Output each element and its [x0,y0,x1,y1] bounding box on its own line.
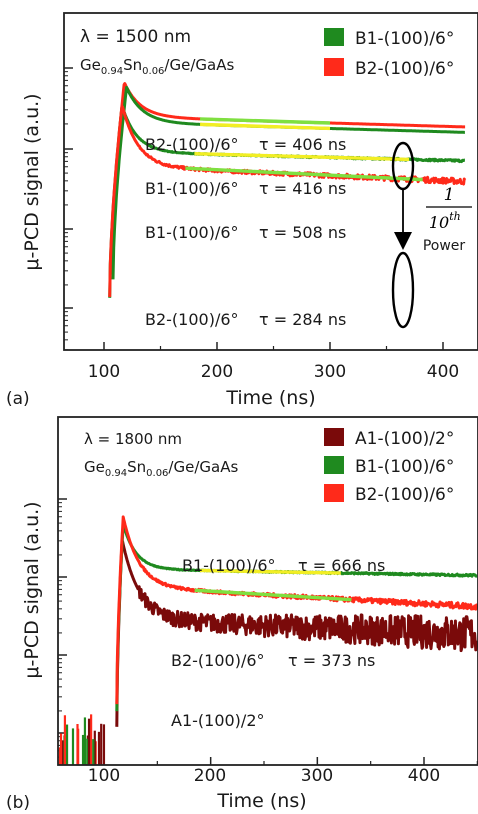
panel-b-ylabel: μ-PCD signal (a.u.) [21,501,43,678]
panel-a-ylabel: μ-PCD signal (a.u.) [21,93,43,270]
panel-a-ellipse-top [391,141,415,191]
panel-a-annot-4-tau: τ = 284 ns [259,310,346,329]
panel-b-xtick-300: 300 [301,766,333,786]
panel-a-structure: Ge0.94Sn0.06/Ge/GaAs [80,56,234,77]
fit-line-a_b1_low [194,151,410,162]
series-line-b_a1 [115,540,478,727]
panel-a-annot-2-tau: τ = 416 ns [259,179,346,198]
panel-a-annot-4-label: B2-(100)/6° [145,310,239,329]
panel-b-xtick-200: 200 [194,766,226,786]
series-line-b_b2 [115,515,478,705]
structure-sn: Sn [123,56,142,74]
panel-a-legend-swatch-b1 [324,28,344,46]
panel-a-annot-3-label: B1-(100)/6° [145,223,239,242]
panel-b-legend-swatch-a1 [324,428,344,446]
panel-a-annot-2-label: B1-(100)/6° [145,179,239,198]
panel-b-series [58,515,478,765]
fit-line-a_b2_high [199,117,331,125]
panel-b-xtick-100: 100 [88,766,120,786]
panel-a-annot-1-label: B2-(100)/6° [145,135,239,154]
structure-sn: Sn [127,458,146,476]
panel-b-annot-1-tau: τ = 666 ns [298,556,385,575]
structure-sub2: 0.06 [142,66,164,77]
panel-b-label: (b) [6,793,30,813]
panel-a-xtick-400: 400 [427,362,459,382]
structure-sub1: 0.94 [101,66,123,77]
panel-b-annot-2-label: B2-(100)/6° [171,651,265,670]
panel-a-ticks [64,67,444,351]
panel-a-xtick-100: 100 [88,362,120,382]
panel-b-legend-swatch-b1 [324,456,344,474]
power-superscript: th [449,210,461,223]
panel-b: 100 200 300 400 Time (ns) (b) μ-PCD sign… [6,416,478,813]
panel-b-legend-swatch-b2 [324,484,344,502]
panel-a-ellipse-bottom [391,251,415,329]
panel-a-annot-3-tau: τ = 508 ns [259,223,346,242]
panel-a-legend-b1: B1-(100)/6° [355,29,454,49]
panel-a-arrow-head [394,232,412,250]
panel-a-xlabel: Time (ns) [225,387,315,409]
panel-b-xtick-400: 400 [408,766,440,786]
panel-a: 100 200 300 400 Time (ns) (a) μ-PCD sign… [6,12,478,409]
panel-b-structure: Ge0.94Sn0.06/Ge/GaAs [84,458,238,479]
power-numerator: 1 [444,185,455,205]
panel-b-annot-3-label: A1-(100)/2° [171,711,265,730]
panel-b-legend-a1: A1-(100)/2° [355,429,454,449]
structure-sub1: 0.94 [105,468,127,479]
panel-b-xlabel: Time (ns) [216,790,306,812]
panel-b-wavelength: λ = 1800 nm [84,430,182,448]
panel-b-legend-b2: B2-(100)/6° [355,485,454,505]
fit-line-b_b2 [194,588,352,602]
fit-line-a_b1_high [199,122,331,131]
fit-line-a_b2_low [185,166,423,182]
panel-a-xtick-300: 300 [314,362,346,382]
panel-a-xtick-200: 200 [201,362,233,382]
panel-b-legend-b1: B1-(100)/6° [355,457,454,477]
power-denominator: 10 [429,213,449,232]
power-caption: Power [423,238,466,254]
panel-b-annot-1-label: B1-(100)/6° [182,556,276,575]
panel-a-series [108,82,467,298]
panel-a-wavelength: λ = 1500 nm [80,27,191,47]
panel-a-legend-b2: B2-(100)/6° [355,59,454,79]
panel-a-annot-1-tau: τ = 406 ns [259,135,346,154]
structure-ge: Ge [84,458,105,476]
structure-ge: Ge [80,56,101,74]
structure-rest: /Ge/GaAs [164,56,234,74]
panel-b-annot-2-tau: τ = 373 ns [288,651,375,670]
panel-a-label: (a) [6,389,30,409]
fit-line-b_b1 [199,568,341,575]
structure-sub2: 0.06 [146,468,168,479]
panel-b-frame [57,416,478,766]
panel-a-frame [63,12,478,351]
panel-a-legend-swatch-b2 [324,58,344,76]
structure-rest: /Ge/GaAs [168,458,238,476]
